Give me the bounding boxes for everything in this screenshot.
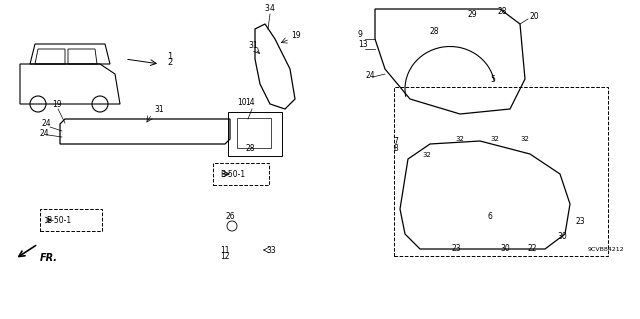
Text: 14: 14 (245, 98, 255, 107)
Text: 24: 24 (42, 119, 52, 128)
Text: 32: 32 (455, 136, 464, 142)
Text: 8: 8 (393, 144, 397, 153)
Text: 24: 24 (40, 129, 50, 138)
Text: FR.: FR. (40, 253, 58, 263)
Text: 28: 28 (498, 7, 508, 16)
Text: 5: 5 (490, 75, 495, 84)
Text: 7: 7 (393, 137, 398, 146)
Text: 13: 13 (358, 40, 367, 49)
Text: 2: 2 (167, 58, 172, 67)
Text: 28: 28 (429, 27, 438, 36)
Text: 28: 28 (245, 144, 255, 153)
Text: 9: 9 (358, 30, 363, 39)
Text: 22: 22 (527, 244, 536, 253)
Text: 3: 3 (264, 4, 269, 13)
Text: 19: 19 (291, 31, 301, 40)
Text: B-50-1: B-50-1 (46, 216, 71, 225)
Text: 31: 31 (154, 105, 164, 114)
Text: 29: 29 (467, 10, 477, 19)
Text: 11: 11 (220, 246, 230, 255)
Text: 32: 32 (490, 136, 499, 142)
Text: 30: 30 (557, 232, 567, 241)
Text: 32: 32 (422, 152, 431, 158)
Text: 19: 19 (52, 100, 61, 109)
Text: 12: 12 (220, 252, 230, 261)
Text: 24: 24 (366, 71, 376, 80)
Text: 23: 23 (575, 217, 584, 226)
Text: 4: 4 (270, 4, 275, 13)
Text: 30: 30 (500, 244, 509, 253)
Text: 20: 20 (530, 12, 540, 21)
Text: 9CVB84212: 9CVB84212 (588, 247, 625, 252)
Text: B-50-1: B-50-1 (220, 170, 245, 179)
Text: 10: 10 (237, 98, 246, 107)
Text: 33: 33 (266, 246, 276, 255)
Text: 32: 32 (520, 136, 529, 142)
Text: 6: 6 (488, 212, 493, 221)
Text: 23: 23 (451, 244, 461, 253)
Text: 1: 1 (167, 52, 172, 61)
Text: 26: 26 (225, 212, 235, 221)
Text: 31: 31 (248, 41, 258, 50)
